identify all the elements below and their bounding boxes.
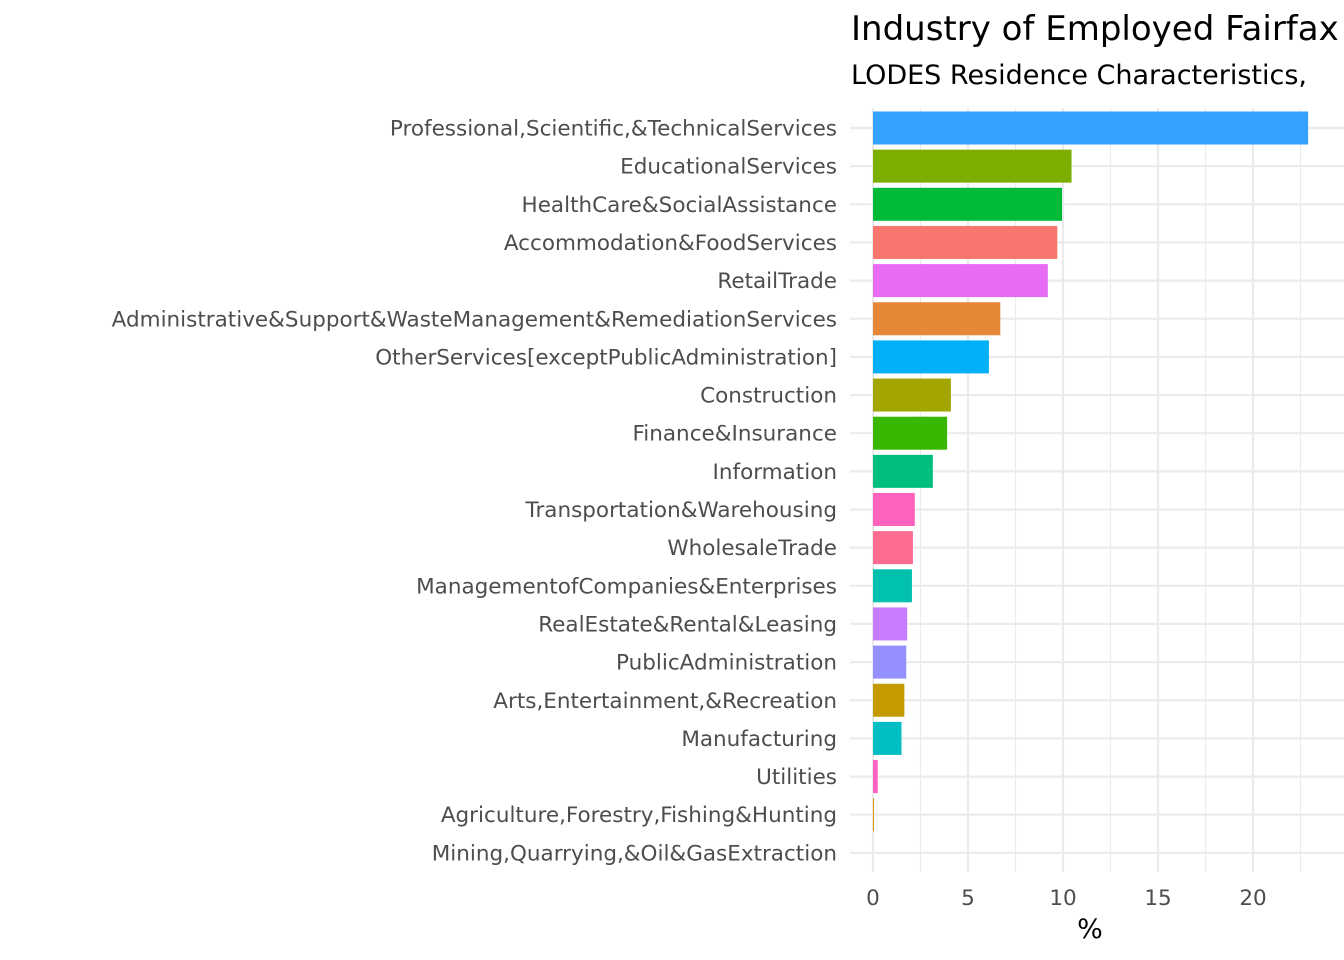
bar [873,683,905,717]
bar [873,760,878,794]
x-tick-label: 20 [1239,886,1266,911]
bar [873,187,1063,221]
category-label: Information [713,460,837,485]
bar [873,378,951,412]
bar [873,798,874,832]
chart-title: Industry of Employed Fairfax [851,9,1339,49]
bar [873,111,1309,145]
category-label: Mining,Quarrying,&Oil&GasExtraction [432,841,837,866]
category-label: Professional,Scientific,&TechnicalServic… [390,117,837,142]
bar [873,569,912,603]
x-tick-label: 10 [1049,886,1076,911]
category-label: EducationalServices [620,155,837,180]
category-label: PublicAdministration [616,651,837,676]
bar [873,721,902,755]
bar [873,225,1058,259]
category-label: WholesaleTrade [667,536,837,561]
category-label: Manufacturing [681,727,837,752]
bars [873,111,1309,832]
category-label: Accommodation&FoodServices [504,231,837,256]
category-label: Finance&Insurance [632,422,837,447]
x-tick-label: 0 [866,886,880,911]
category-label: Administrative&Support&WasteManagement&R… [112,307,837,332]
bar [873,607,908,641]
category-label: HealthCare&SocialAssistance [522,193,837,218]
bar [873,149,1072,183]
bar [873,645,907,679]
category-label: Transportation&Warehousing [524,498,837,523]
gridlines [850,108,1344,872]
category-labels: Professional,Scientific,&TechnicalServic… [112,117,837,867]
bar [873,416,948,450]
bar [873,493,915,526]
x-tick-label: 5 [961,886,975,911]
category-label: RealEstate&Rental&Leasing [538,612,837,637]
category-label: Construction [700,384,837,409]
category-label: ManagementofCompanies&Enterprises [416,574,837,599]
category-label: OtherServices[exceptPublicAdministration… [375,345,837,370]
category-label: RetailTrade [717,269,837,294]
category-label: Agriculture,Forestry,Fishing&Hunting [441,803,837,828]
bar [873,454,933,488]
category-label: Arts,Entertainment,&Recreation [493,689,837,714]
x-tick-label: 15 [1144,886,1171,911]
x-axis-ticks: 0 5 10 15 20 [866,886,1267,911]
category-label: Utilities [756,765,837,790]
x-axis-title: % [1077,914,1103,945]
bar [873,264,1048,298]
bar [873,531,913,565]
bar [873,302,1001,336]
chart-subtitle: LODES Residence Characteristics, [851,60,1307,91]
bar [873,340,989,374]
